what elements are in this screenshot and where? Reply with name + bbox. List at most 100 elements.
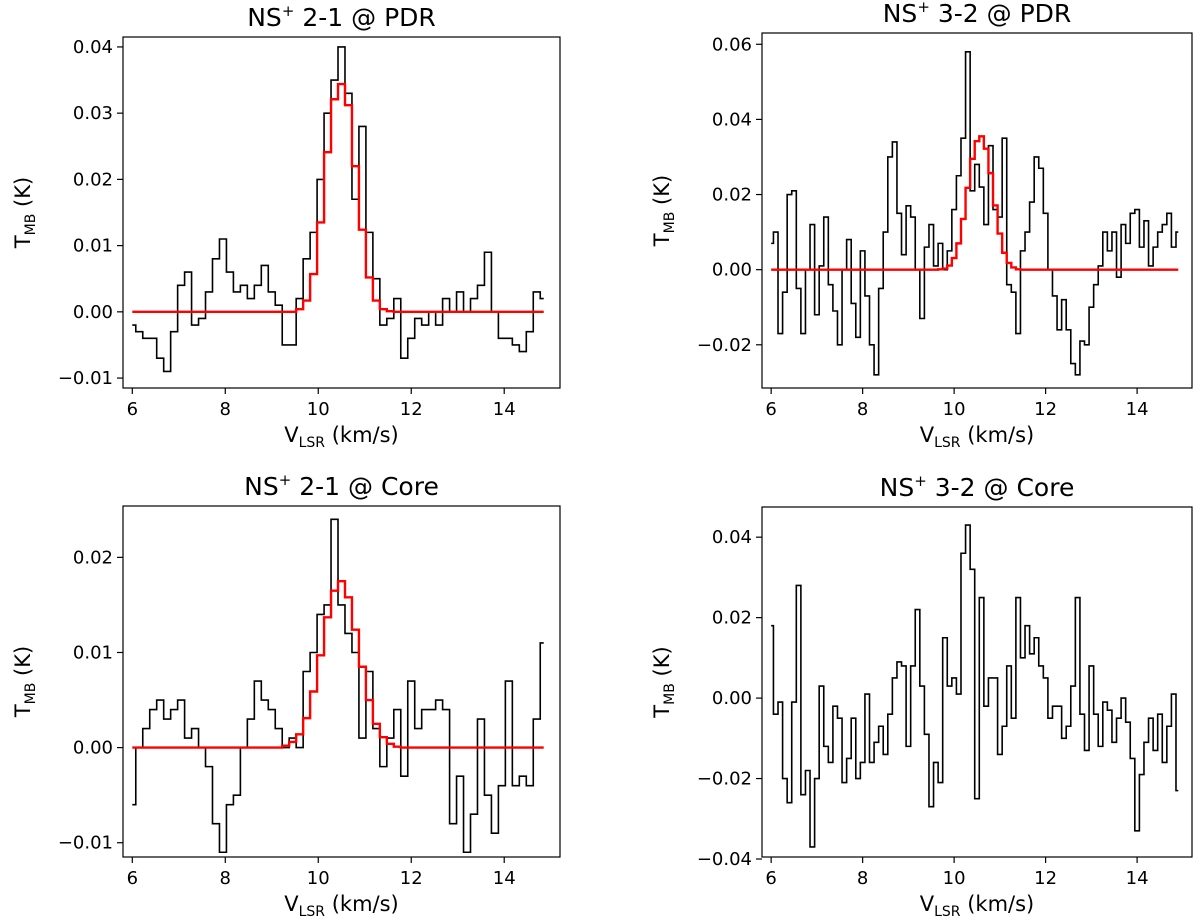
chart-title-sup: + (914, 472, 927, 490)
x-tick-label: 14 (493, 399, 516, 420)
y-tick-label: −0.02 (697, 335, 752, 356)
x-axis-label-part: (km/s) (961, 892, 1035, 916)
x-tick-label: 6 (765, 399, 776, 420)
x-tick-label: 12 (1034, 399, 1057, 420)
x-axis-label-part: LSR (299, 904, 326, 920)
x-axis-label: VLSR (km/s) (284, 892, 399, 920)
chart-title-sup: + (282, 2, 295, 20)
x-axis-label-part: (km/s) (325, 423, 399, 447)
x-tick-label: 8 (857, 399, 868, 420)
y-tick-label: 0.02 (73, 169, 113, 190)
y-tick-label: 0.00 (712, 688, 752, 709)
x-axis-label-part: LSR (299, 435, 326, 451)
y-axis-label-part: T (650, 705, 674, 719)
y-tick-label: 0.03 (73, 103, 113, 124)
x-tick-label: 12 (400, 868, 423, 889)
chart-title-rest: 3-2 @ Core (927, 473, 1075, 502)
chart-title-main: NS (883, 0, 918, 28)
x-tick-label: 6 (127, 868, 138, 889)
chart-panel-4: 6 8 10 12 14 −0.04 −0.02 0.00 0.02 0.04 NS+ 3-2 @ … (650, 472, 1193, 920)
spectrum-line (132, 518, 544, 854)
y-tick-label: 0.04 (712, 527, 752, 548)
x-tick-label: 8 (220, 868, 231, 889)
y-axis-label-part: MB (662, 212, 678, 234)
chart-title: NS+ 3-2 @ Core (880, 472, 1075, 502)
x-tick-label: 6 (765, 868, 776, 889)
y-axis-label-part: (K) (650, 646, 674, 683)
y-axis-label-part: MB (662, 683, 678, 705)
x-tick-label: 12 (1034, 868, 1057, 889)
y-axis-label: TMB (K) (11, 177, 39, 249)
x-axis-label: VLSR (km/s) (920, 892, 1035, 920)
x-axis-label-part: (km/s) (961, 423, 1035, 447)
spectrum-line (771, 50, 1179, 376)
x-tick-label: 14 (1126, 868, 1149, 889)
x-axis-label-part: V (920, 892, 935, 916)
x-axis-label-part: V (284, 423, 299, 447)
x-tick-label: 8 (857, 868, 868, 889)
x-axis-label: VLSR (km/s) (284, 423, 399, 451)
axes-frame (761, 506, 1193, 858)
y-tick-label: 0.02 (712, 185, 752, 206)
x-tick-label: 12 (400, 399, 423, 420)
y-tick-label: 0.02 (712, 608, 752, 629)
y-tick-label: 0.01 (73, 236, 113, 257)
axes-frame (761, 32, 1193, 389)
x-tick-label: 10 (943, 868, 966, 889)
y-tick-label: −0.01 (58, 368, 113, 389)
x-axis-label-part: LSR (934, 904, 961, 920)
y-tick-label: −0.02 (697, 769, 752, 790)
y-tick-label: 0.04 (712, 109, 752, 130)
chart-title-main: NS (880, 473, 915, 502)
y-tick-label: 0.00 (712, 260, 752, 281)
fit-line (132, 82, 544, 314)
y-tick-label: −0.04 (697, 849, 752, 870)
x-tick-label: 10 (943, 399, 966, 420)
y-axis-label: TMB (K) (650, 175, 678, 247)
x-axis-label-part: LSR (934, 435, 961, 451)
y-tick-label: 0.04 (73, 37, 113, 58)
y-axis-label-part: (K) (650, 175, 674, 212)
chart-panel-1: 6 8 10 12 14 −0.01 0.00 0.01 0.02 0.03 0.04 NS+ 2-1… (11, 2, 561, 451)
x-tick-label: 8 (220, 399, 231, 420)
y-axis-label-part: MB (23, 683, 39, 705)
chart-title-rest: 3-2 @ PDR (930, 0, 1071, 28)
x-tick-label: 10 (307, 868, 330, 889)
x-axis-label: VLSR (km/s) (920, 423, 1035, 451)
chart-title: NS+ 2-1 @ PDR (247, 2, 436, 32)
y-axis-label-part: T (11, 704, 35, 718)
fit-line (771, 135, 1179, 271)
chart-title-rest: 2-1 @ Core (291, 472, 439, 501)
y-tick-label: 0.01 (73, 642, 113, 663)
x-axis-label-part: (km/s) (325, 892, 399, 916)
y-axis-label-part: (K) (11, 177, 35, 214)
spectrum-line (132, 46, 544, 373)
chart-title-main: NS (244, 472, 279, 501)
x-axis-label-part: V (284, 892, 299, 916)
x-axis-label-part: V (920, 423, 935, 447)
x-tick-label: 14 (1126, 399, 1149, 420)
chart-title-sup: + (917, 0, 930, 16)
chart-title: NS+ 2-1 @ Core (244, 471, 439, 501)
chart-title-rest: 2-1 @ PDR (294, 3, 435, 32)
fit-line (132, 579, 544, 749)
chart-title-sup: + (279, 471, 292, 489)
y-axis-label-part: T (11, 235, 35, 249)
x-tick-label: 14 (493, 868, 516, 889)
y-axis-label: TMB (K) (11, 646, 39, 718)
y-axis-label-part: (K) (11, 646, 35, 683)
chart-panel-3: 6 8 10 12 14 −0.01 0.00 0.01 0.02 NS+ 2-1 @ Core V… (11, 471, 561, 920)
y-tick-label: 0.00 (73, 738, 113, 759)
y-axis-label: TMB (K) (650, 646, 678, 718)
axes-frame (122, 505, 561, 858)
y-tick-label: 0.02 (73, 547, 113, 568)
y-tick-label: −0.01 (58, 833, 113, 854)
y-axis-label-part: MB (23, 214, 39, 236)
y-tick-label: 0.06 (712, 34, 752, 55)
chart-title: NS+ 3-2 @ PDR (883, 0, 1072, 28)
spectrum-line (771, 524, 1179, 848)
chart-panel-2: 6 8 10 12 14 −0.02 0.00 0.02 0.04 0.06 NS+ 3-2 @ P… (650, 0, 1193, 451)
y-axis-label-part: T (650, 233, 674, 247)
y-tick-label: 0.00 (73, 302, 113, 323)
